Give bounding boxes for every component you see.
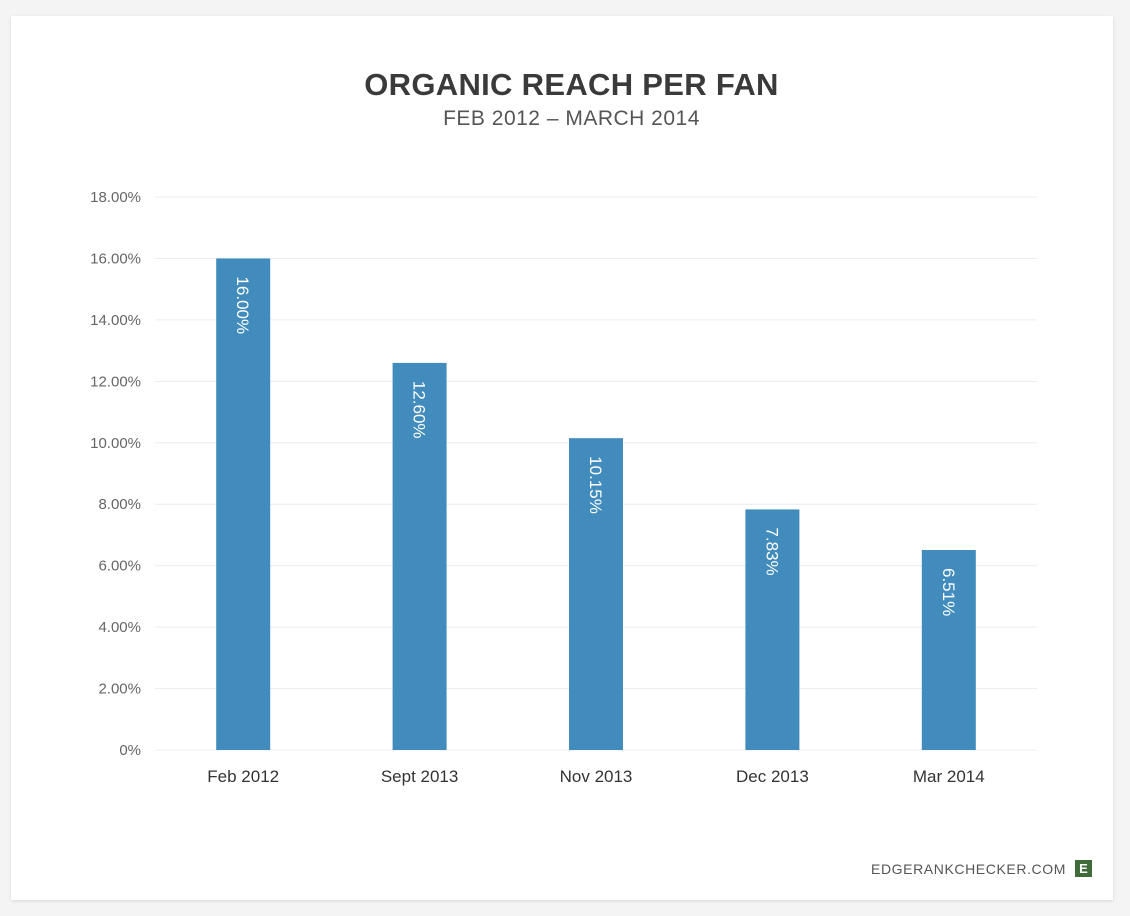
y-tick-label: 0% <box>119 742 141 759</box>
bar <box>216 258 271 750</box>
edgerank-logo-icon: E <box>1075 860 1092 877</box>
y-tick-label: 4.00% <box>98 619 141 636</box>
chart-subtitle: FEB 2012 – MARCH 2014 <box>443 107 700 130</box>
bar <box>921 549 976 750</box>
y-tick-label: 6.00% <box>98 558 141 575</box>
x-category-label: Feb 2012 <box>207 767 279 786</box>
y-tick-label: 8.00% <box>98 496 141 513</box>
y-tick-label: 14.00% <box>90 312 141 329</box>
site-credit[interactable]: EDGERANKCHECKER.COM <box>871 860 1066 877</box>
bar-value-label: 10.15% <box>586 456 605 514</box>
y-tick-label: 2.00% <box>98 681 141 698</box>
x-category-label: Mar 2014 <box>913 767 985 786</box>
x-category-label: Nov 2013 <box>560 767 633 786</box>
footer: EDGERANKCHECKER.COM E <box>871 860 1092 877</box>
bar <box>745 509 800 750</box>
chart-card <box>11 16 1113 900</box>
chart-title: ORGANIC REACH PER FAN <box>364 67 779 102</box>
bar-value-label: 16.00% <box>233 276 252 334</box>
y-tick-label: 18.00% <box>90 189 141 206</box>
bar <box>392 362 447 750</box>
x-category-label: Sept 2013 <box>381 767 459 786</box>
bar <box>569 438 623 750</box>
y-tick-label: 12.00% <box>90 373 141 390</box>
y-tick-label: 10.00% <box>90 435 141 452</box>
bar-value-label: 12.60% <box>410 381 429 439</box>
bar-value-label: 6.51% <box>939 568 958 616</box>
bar-value-label: 7.83% <box>762 527 781 575</box>
x-category-label: Dec 2013 <box>736 767 809 786</box>
y-tick-label: 16.00% <box>90 250 141 267</box>
